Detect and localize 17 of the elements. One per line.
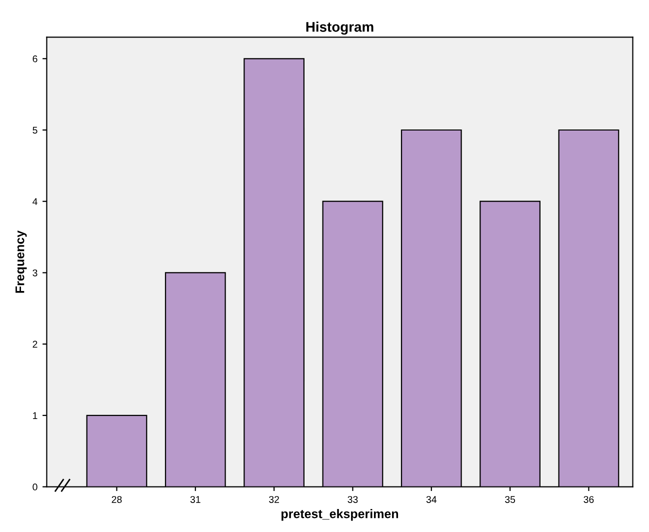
y-tick-label: 1 xyxy=(33,412,38,419)
y-tick-label: 2 xyxy=(32,340,38,348)
chart-title: Histogram xyxy=(306,22,374,35)
y-tick-label: 4 xyxy=(32,198,38,205)
x-tick-label: 31 xyxy=(190,496,200,503)
x-tick-label: 33 xyxy=(348,496,358,503)
x-tick-label: 28 xyxy=(112,496,122,503)
x-tick-label: 35 xyxy=(505,496,516,503)
y-tick-label: 3 xyxy=(32,269,38,276)
y-tick-label: 6 xyxy=(32,55,38,62)
x-axis-title: pretest_eksperimen xyxy=(282,509,398,521)
x-tick-label: 36 xyxy=(584,496,594,503)
x-tick-label: 32 xyxy=(269,496,279,503)
y-tick-label: 0 xyxy=(32,484,38,490)
y-axis-title: Frequency xyxy=(16,230,27,293)
y-tick-label: 5 xyxy=(32,126,38,134)
x-tick-label: 34 xyxy=(426,496,437,503)
